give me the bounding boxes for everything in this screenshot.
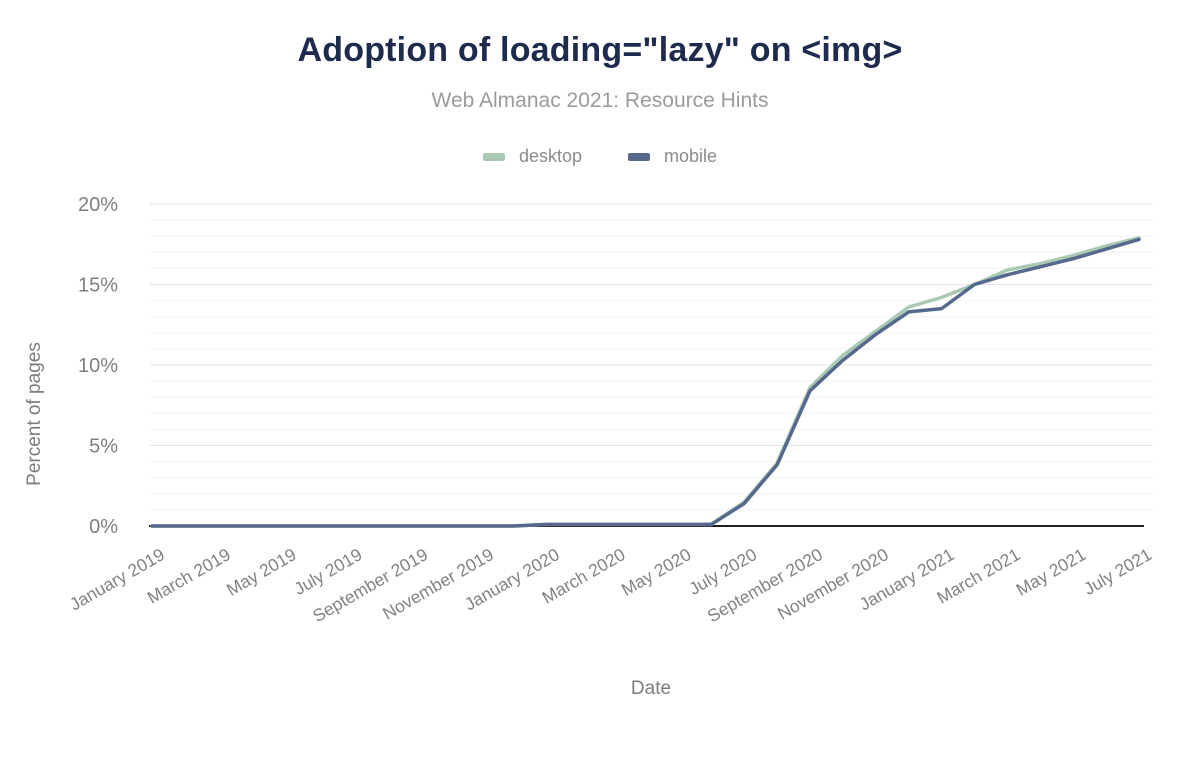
legend-item-mobile: mobile: [628, 146, 717, 167]
x-tick-label: July 2021: [1080, 545, 1155, 600]
mobile-series-line: [150, 238, 1141, 529]
chart-subtitle: Web Almanac 2021: Resource Hints: [431, 89, 769, 113]
x-tick-label: September 2020: [704, 544, 826, 626]
x-tick-label: September 2019: [309, 545, 431, 627]
y-tick-label: 5%: [89, 436, 118, 458]
x-tick-label: May 2020: [618, 544, 695, 600]
legend-label-desktop: desktop: [518, 146, 582, 167]
x-tick-label: November 2019: [379, 545, 497, 625]
legend: desktop mobile: [0, 146, 1200, 167]
legend-label-mobile: mobile: [664, 146, 718, 167]
x-tick-label: May 2019: [223, 545, 300, 601]
y-tick-label: 0%: [89, 516, 118, 538]
y-tick-label: 20%: [78, 194, 118, 216]
desktop-series-swatch: [482, 152, 505, 161]
mobile-series-swatch: [628, 152, 650, 161]
plot-area: 0% 5% 10% 15% 20% January 2019 March 2019 May …: [0, 181, 1200, 746]
x-tick-label: November 2020: [774, 544, 892, 624]
chart-title: Adoption of loading="lazy" on <img>: [297, 31, 903, 69]
legend-item-desktop: desktop: [482, 146, 582, 167]
x-tick-label: May 2021: [1013, 545, 1090, 601]
x-axis-title: Date: [631, 678, 671, 699]
y-axis-title: Percent of pages: [24, 343, 45, 487]
gridlines: [150, 203, 1153, 511]
chart-card: Adoption of loading="lazy" on <img> Web …: [0, 31, 1200, 774]
y-tick-label: 15%: [78, 275, 118, 297]
y-tick-label: 10%: [78, 355, 118, 377]
y-axis-tick-labels: 0% 5% 10% 15% 20%: [78, 194, 118, 538]
series-lines: [149, 236, 1144, 529]
